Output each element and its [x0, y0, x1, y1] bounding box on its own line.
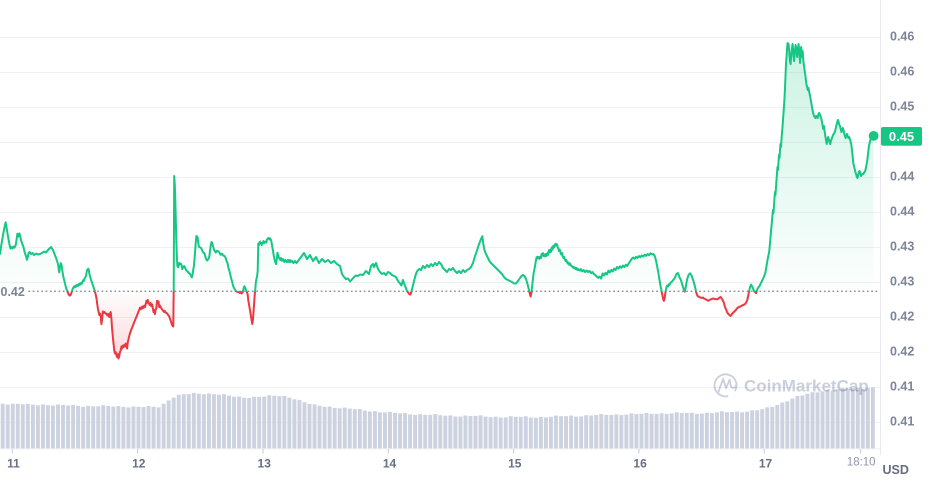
svg-text:15: 15	[508, 456, 522, 470]
svg-text:18:10: 18:10	[847, 456, 876, 468]
svg-text:11: 11	[7, 456, 20, 470]
svg-text:16: 16	[633, 456, 647, 470]
svg-text:USD: USD	[883, 463, 909, 477]
svg-text:0.45: 0.45	[890, 99, 914, 113]
svg-text:0.42: 0.42	[890, 344, 914, 358]
svg-text:0.44: 0.44	[890, 169, 914, 183]
svg-text:0.41: 0.41	[890, 379, 914, 393]
svg-text:0.45: 0.45	[889, 129, 914, 144]
svg-text:CoinMarketCap: CoinMarketCap	[744, 377, 869, 396]
svg-text:0.42: 0.42	[890, 309, 914, 323]
svg-text:12: 12	[132, 456, 146, 470]
svg-text:0.43: 0.43	[890, 239, 914, 253]
svg-text:0.44: 0.44	[890, 204, 914, 218]
svg-text:0.43: 0.43	[890, 274, 914, 288]
svg-text:0.46: 0.46	[890, 64, 914, 78]
svg-text:13: 13	[258, 456, 272, 470]
svg-text:17: 17	[759, 456, 773, 470]
svg-text:0.46: 0.46	[890, 29, 914, 43]
svg-text:0.42: 0.42	[1, 285, 25, 299]
svg-text:0.41: 0.41	[890, 414, 914, 428]
svg-text:14: 14	[383, 456, 397, 470]
